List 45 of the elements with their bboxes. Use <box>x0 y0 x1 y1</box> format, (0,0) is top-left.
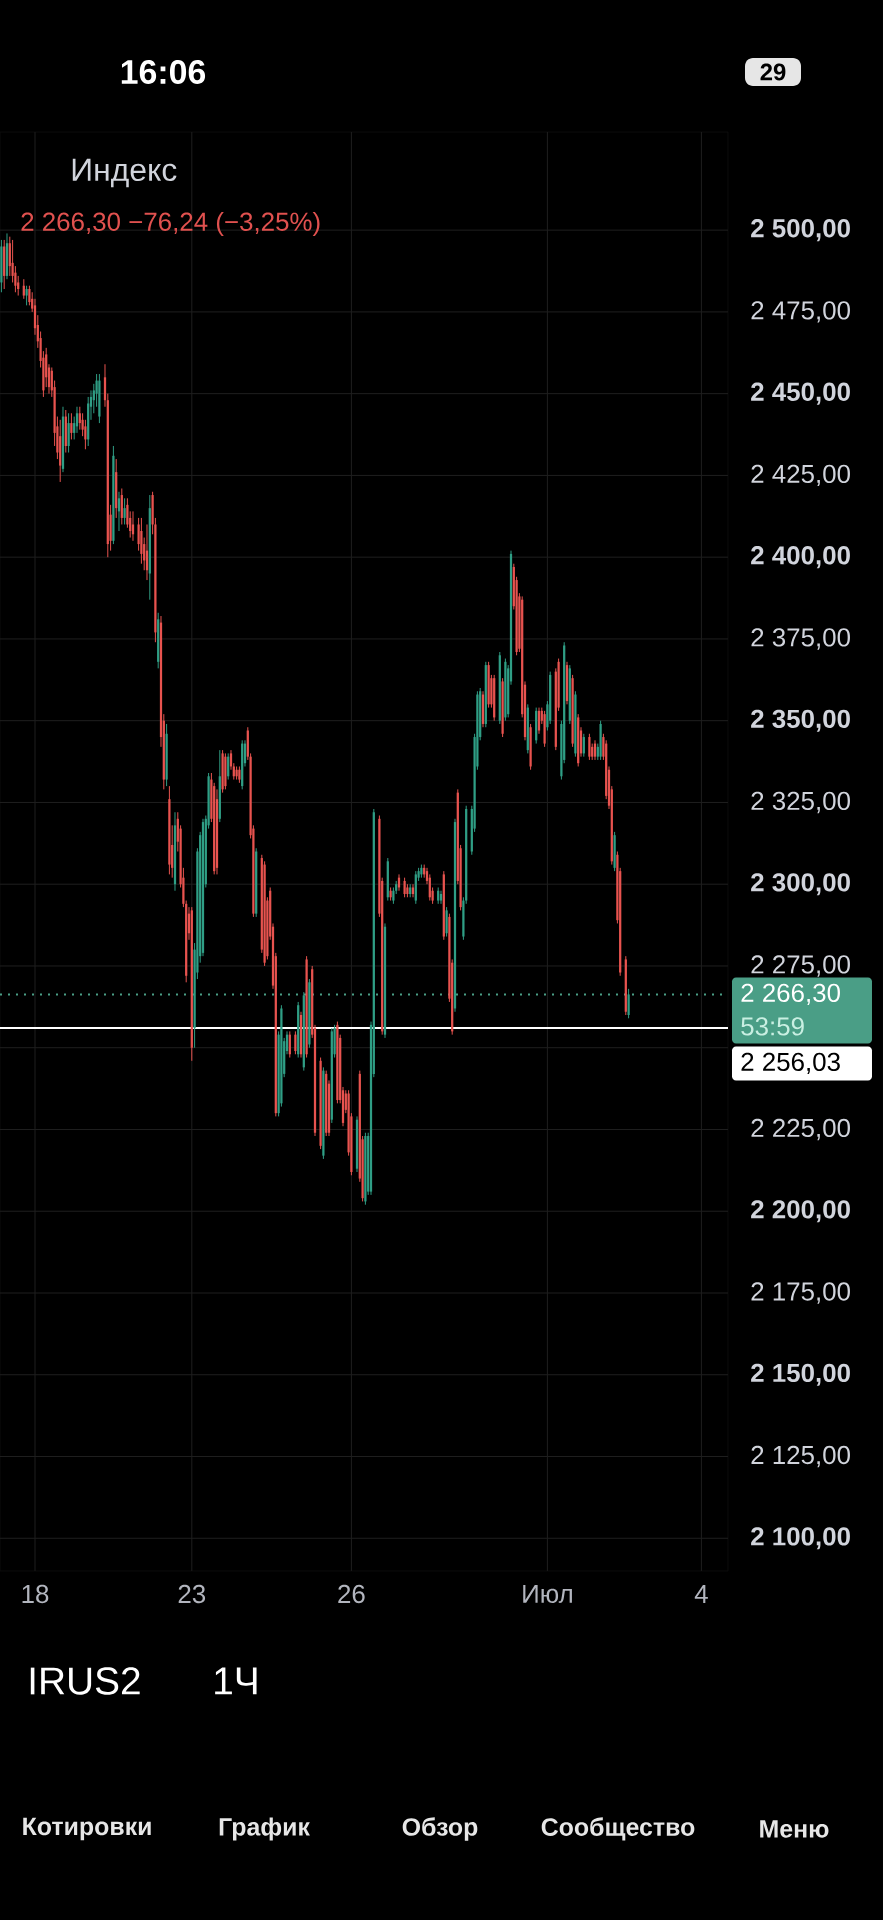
y-tick-label: 2 200,00 <box>751 1200 850 1223</box>
ref-line-label: 2 256,03 <box>741 1052 840 1075</box>
ref-line-label: 2 266,30 <box>741 983 840 1006</box>
candlestick <box>439 890 443 905</box>
text: 16:06 <box>121 60 206 84</box>
candlestick <box>131 510 135 542</box>
y-tick-label: 2 300,00 <box>751 873 850 896</box>
candlestick <box>120 488 123 525</box>
text: 1Ч <box>215 1667 257 1695</box>
x-tick-label: 26 <box>338 1584 365 1604</box>
y-tick-label: 2 150,00 <box>751 1363 850 1386</box>
text: График <box>219 1817 310 1841</box>
x-tick-label: Июл <box>523 1584 572 1604</box>
text: Меню <box>760 1820 829 1838</box>
candlestick <box>25 285 28 306</box>
text: Обзор <box>402 1817 478 1841</box>
text: Котировки <box>23 1817 151 1841</box>
candlestick <box>67 412 70 454</box>
y-tick-label: 2 100,00 <box>751 1527 850 1550</box>
text: 29 <box>760 63 786 81</box>
y-tick-label: 2 125,00 <box>751 1445 850 1468</box>
x-tick-label: 18 <box>22 1584 49 1604</box>
y-tick-label: 2 225,00 <box>751 1118 850 1141</box>
y-tick-label: 2 350,00 <box>751 709 850 732</box>
text: IRUS2 <box>30 1667 140 1695</box>
y-tick-label: 2 400,00 <box>751 546 850 569</box>
y-tick-label: 2 450,00 <box>751 382 850 405</box>
y-tick-label: 2 275,00 <box>751 955 850 977</box>
text: 2 266,30 −76,24 (−3,25%) <box>21 211 320 237</box>
text: 53:59 <box>741 1017 804 1036</box>
candlestick <box>627 988 630 1019</box>
y-tick-label: 2 425,00 <box>751 464 850 487</box>
y-tick-label: 2 375,00 <box>751 628 850 650</box>
y-tick-label: 2 175,00 <box>751 1282 850 1304</box>
y-tick-label: 2 475,00 <box>751 301 850 323</box>
text: Сообщество <box>541 1817 695 1841</box>
x-tick-label: 4 <box>694 1585 708 1603</box>
candlestick <box>123 497 126 525</box>
y-tick-label: 2 325,00 <box>751 791 850 814</box>
y-tick-label: 2 500,00 <box>751 219 850 242</box>
candlestick <box>294 1030 297 1055</box>
candlestick <box>445 906 448 938</box>
candlestick <box>22 278 25 300</box>
text: Индекс <box>72 158 177 188</box>
x-tick-label: 23 <box>178 1584 206 1604</box>
